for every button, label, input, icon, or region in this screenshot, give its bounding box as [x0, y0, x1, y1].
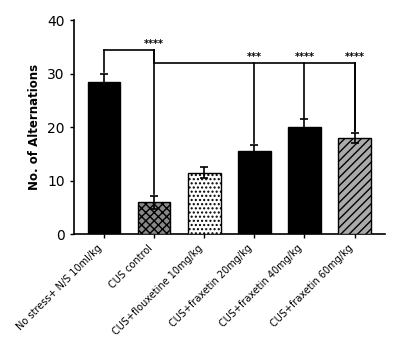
Bar — [188, 173, 220, 234]
Text: ****: **** — [294, 52, 314, 62]
Y-axis label: No. of Alternations: No. of Alternations — [28, 64, 42, 190]
Text: ****: **** — [344, 52, 364, 62]
Bar — [288, 127, 321, 234]
Bar — [88, 82, 120, 234]
Bar — [138, 202, 170, 234]
Bar — [238, 151, 271, 234]
Bar — [338, 138, 371, 234]
Text: ****: **** — [144, 39, 164, 49]
Text: ***: *** — [247, 52, 262, 62]
